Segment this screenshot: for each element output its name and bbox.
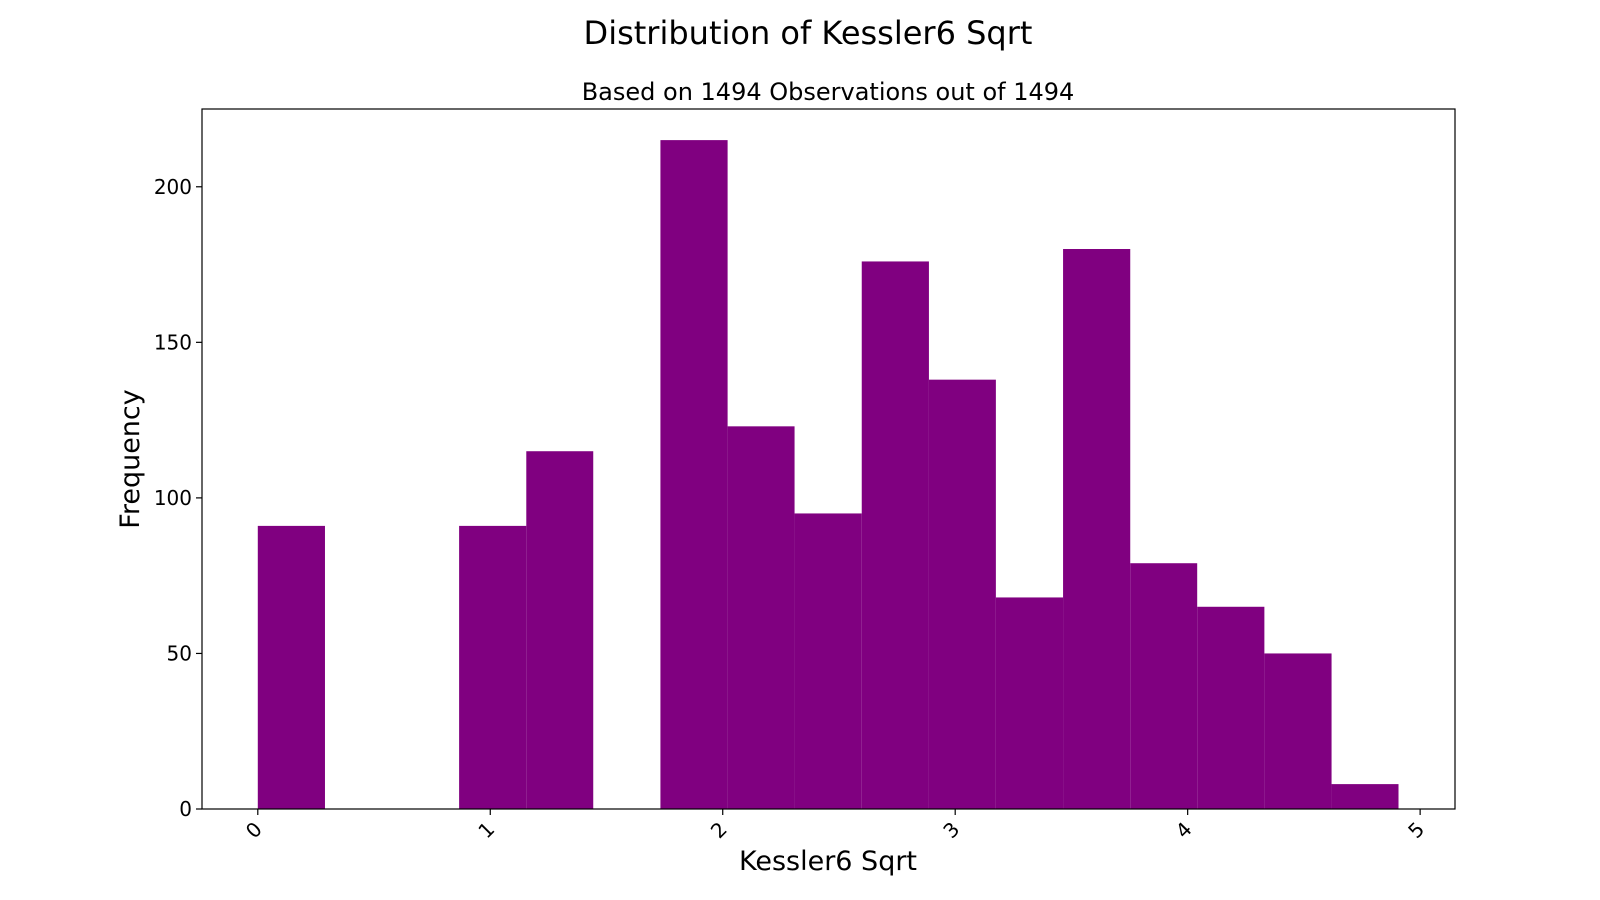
y-tick-label: 100 <box>154 486 192 510</box>
histogram-bar <box>1197 606 1265 809</box>
chart-title: Distribution of Kessler6 Sqrt <box>584 14 1033 52</box>
histogram-bar <box>794 513 862 809</box>
y-tick-label: 200 <box>154 175 192 199</box>
histogram-bar <box>526 451 594 809</box>
y-axis-ticks: 0 50 100 150 200 <box>154 175 202 821</box>
x-tick-label: 5 <box>1403 817 1429 843</box>
x-axis-label: Kessler6 Sqrt <box>739 846 917 877</box>
histogram-bar <box>1063 249 1131 809</box>
y-axis-label: Frequency <box>115 389 146 529</box>
histogram-bar <box>660 140 728 810</box>
histogram-bar <box>459 525 527 809</box>
histogram-bar <box>995 597 1064 809</box>
x-axis-ticks: 0 1 2 3 4 5 <box>241 809 1429 843</box>
histogram-bar <box>928 379 996 809</box>
y-tick-label: 0 <box>179 797 192 821</box>
x-tick-label: 1 <box>473 817 499 843</box>
histogram-bar <box>727 426 795 809</box>
histogram-bar <box>861 261 929 809</box>
x-tick-label: 0 <box>241 817 267 843</box>
y-tick-label: 150 <box>154 330 192 354</box>
x-tick-label: 3 <box>938 817 964 843</box>
x-tick-label: 2 <box>706 817 732 843</box>
histogram-bar <box>257 525 325 809</box>
histogram-bar <box>1331 784 1399 809</box>
y-tick-label: 50 <box>167 641 192 665</box>
plot-frame <box>201 108 1456 810</box>
histogram-bar <box>1130 563 1198 809</box>
chart-subtitle: Based on 1494 Observations out of 1494 <box>582 78 1075 106</box>
bars-group <box>257 140 1399 810</box>
x-tick-label: 4 <box>1171 817 1197 843</box>
histogram-bar <box>1264 653 1332 809</box>
